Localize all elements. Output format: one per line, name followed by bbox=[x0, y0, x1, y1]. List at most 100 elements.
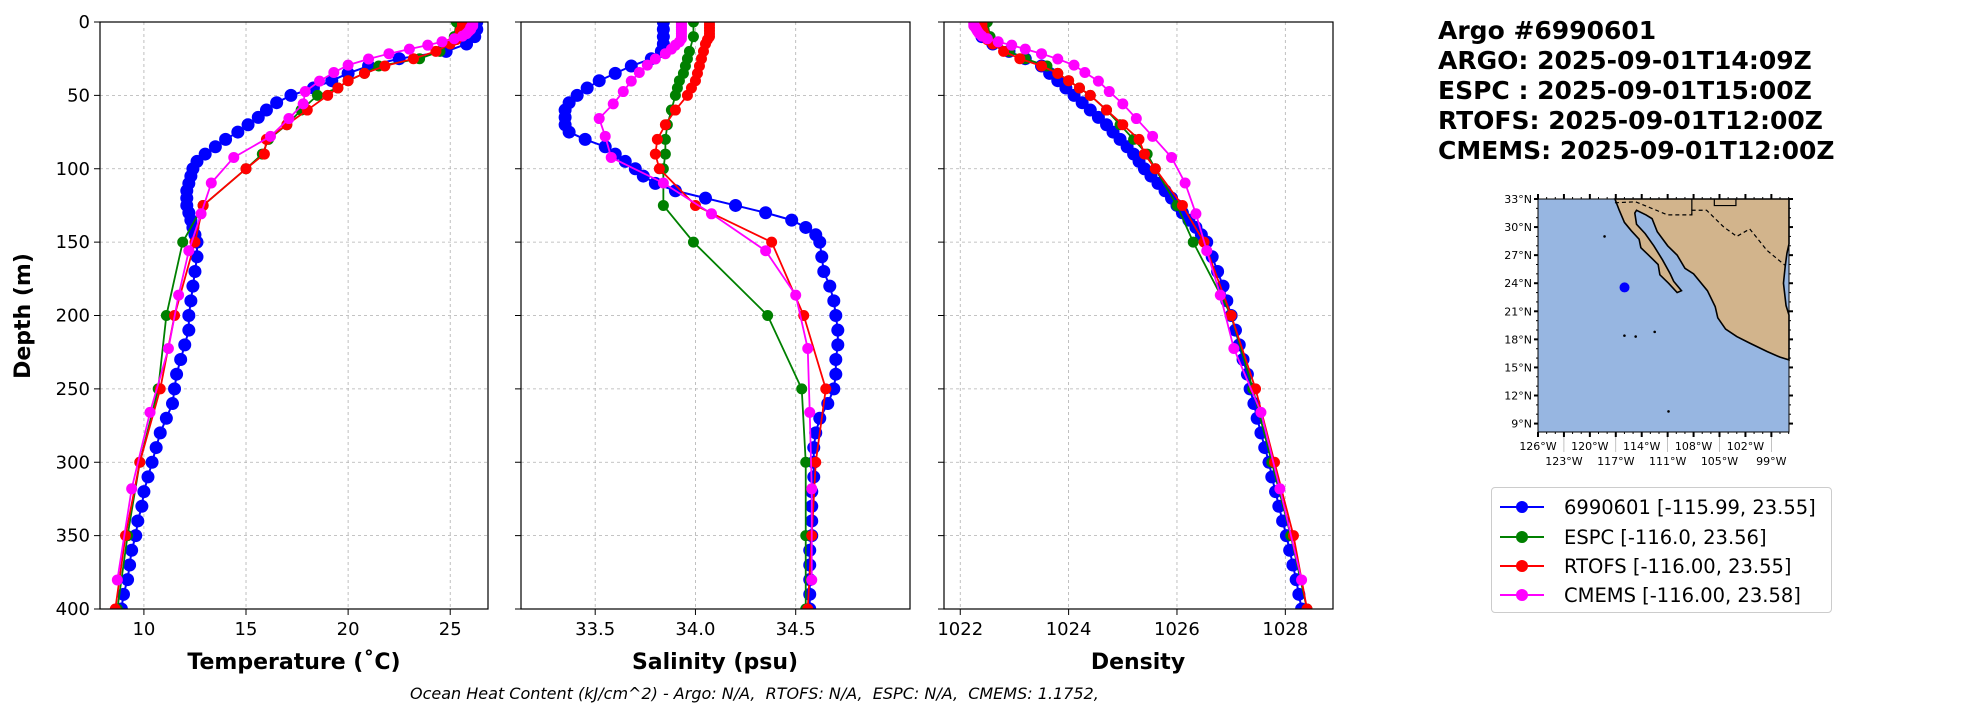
title-cmems-time: CMEMS: 2025-09-01T12:00Z bbox=[1438, 136, 1835, 165]
title-rtofs-time: RTOFS: 2025-09-01T12:00Z bbox=[1438, 106, 1823, 135]
data-point-cmems bbox=[1166, 151, 1178, 163]
map-lat-label: 27°N bbox=[1504, 249, 1532, 262]
legend-label: ESPC [-116.0, 23.56] bbox=[1564, 525, 1767, 549]
legend-item-espc: ESPC [-116.0, 23.56] bbox=[1500, 522, 1767, 552]
x-axis-label-temperature: Temperature (˚C) bbox=[187, 650, 400, 675]
title-float-id: Argo #6990601 bbox=[1438, 16, 1657, 45]
data-point-6990601 bbox=[608, 66, 622, 80]
data-point-6990601 bbox=[759, 206, 773, 220]
data-point-6990601 bbox=[817, 264, 831, 278]
map-lat-label: 33°N bbox=[1504, 193, 1532, 206]
y-tick-label: 100 bbox=[56, 159, 90, 180]
data-point-rtofs bbox=[342, 75, 354, 87]
map-lon-label: 126°W bbox=[1519, 440, 1556, 453]
series-line-cmems bbox=[116, 22, 474, 581]
data-point-rtofs bbox=[1138, 148, 1150, 160]
legend: 6990601 [-115.99, 23.55] ESPC [-116.0, 2… bbox=[1491, 487, 1832, 613]
map-lon-label: 105°W bbox=[1701, 455, 1738, 468]
data-point-espc bbox=[669, 89, 681, 101]
map-island bbox=[1667, 410, 1670, 413]
legend-marker-icon bbox=[1500, 551, 1544, 581]
data-point-cmems bbox=[342, 59, 354, 71]
x-tick-label: 33.5 bbox=[575, 619, 615, 640]
data-point-6990601 bbox=[190, 250, 204, 264]
data-point-6990601 bbox=[131, 514, 145, 528]
data-point-espc bbox=[687, 236, 699, 248]
data-point-rtofs bbox=[120, 530, 132, 542]
data-point-6990601 bbox=[831, 338, 845, 352]
data-point-cmems bbox=[641, 59, 653, 71]
data-point-cmems bbox=[1296, 574, 1308, 586]
data-point-rtofs bbox=[681, 89, 693, 101]
data-point-rtofs bbox=[240, 163, 252, 175]
data-point-6990601 bbox=[831, 323, 845, 337]
data-point-cmems bbox=[1079, 66, 1091, 78]
data-point-6990601 bbox=[184, 294, 198, 308]
data-point-rtofs bbox=[1052, 67, 1064, 79]
data-point-cmems bbox=[593, 113, 605, 125]
data-point-6990601 bbox=[592, 74, 606, 88]
data-point-cmems bbox=[265, 130, 277, 142]
x-tick-label: 34.5 bbox=[776, 619, 816, 640]
data-point-cmems bbox=[760, 245, 772, 257]
y-tick-label: 300 bbox=[56, 452, 90, 473]
data-point-cmems bbox=[599, 130, 611, 142]
map-lat-label: 9°N bbox=[1511, 418, 1532, 431]
data-point-6990601 bbox=[827, 382, 841, 396]
data-point-6990601 bbox=[165, 397, 179, 411]
data-point-rtofs bbox=[379, 60, 391, 72]
y-axis-label: Depth (m) bbox=[11, 253, 36, 379]
map-frame bbox=[1537, 198, 1790, 433]
y-tick-label: 200 bbox=[56, 306, 90, 327]
data-point-cmems bbox=[790, 289, 802, 301]
x-tick-label: 15 bbox=[235, 619, 258, 640]
map-lon-label: 99°W bbox=[1756, 455, 1786, 468]
data-point-cmems bbox=[802, 343, 814, 355]
data-point-cmems bbox=[617, 86, 629, 98]
data-point-6990601 bbox=[159, 411, 173, 425]
data-point-6990601 bbox=[580, 81, 594, 95]
y-tick-label: 0 bbox=[79, 12, 90, 33]
map-lon-label: 123°W bbox=[1545, 455, 1582, 468]
map-border bbox=[1614, 201, 1786, 266]
data-point-rtofs bbox=[430, 45, 442, 57]
data-point-6990601 bbox=[829, 309, 843, 322]
data-point-6990601 bbox=[624, 59, 638, 73]
data-point-cmems bbox=[1147, 130, 1159, 142]
data-point-cmems bbox=[314, 75, 326, 87]
data-point-cmems bbox=[1092, 75, 1104, 87]
data-point-cmems bbox=[1036, 48, 1048, 60]
data-point-6990601 bbox=[270, 96, 284, 110]
series-group bbox=[109, 22, 484, 609]
map-island bbox=[1603, 235, 1606, 238]
x-tick-label: 20 bbox=[337, 619, 360, 640]
data-point-espc bbox=[311, 89, 323, 101]
data-point-rtofs bbox=[651, 133, 663, 145]
data-point-cmems bbox=[328, 66, 340, 78]
data-point-cmems bbox=[195, 208, 207, 220]
data-point-rtofs bbox=[1014, 53, 1026, 65]
data-point-cmems bbox=[625, 75, 637, 87]
location-map: 9°N 12°N 15°N 18°N 21°N 24°N 27°N 30°N 33°N 126°W… bbox=[1504, 193, 1793, 468]
data-point-rtofs bbox=[1063, 75, 1075, 87]
data-point-6990601 bbox=[178, 338, 192, 352]
data-point-rtofs bbox=[659, 119, 671, 131]
data-point-cmems bbox=[126, 483, 138, 495]
x-tick-label: 1026 bbox=[1154, 619, 1200, 640]
series-line-cmems bbox=[972, 22, 1303, 581]
series-group bbox=[558, 22, 845, 609]
data-point-cmems bbox=[173, 289, 185, 301]
data-point-cmems bbox=[1052, 53, 1064, 65]
panel-salinity: 33.5 34.0 34.5 bbox=[515, 21, 911, 640]
data-point-cmems bbox=[205, 177, 217, 189]
data-point-6990601 bbox=[231, 125, 245, 139]
map-lon-label: 120°W bbox=[1571, 440, 1608, 453]
data-point-cmems bbox=[436, 36, 448, 48]
x-tick-label: 1024 bbox=[1046, 619, 1092, 640]
data-point-cmems bbox=[705, 208, 717, 220]
data-point-6990601 bbox=[636, 169, 650, 183]
data-point-6990601 bbox=[813, 411, 827, 425]
data-point-6990601 bbox=[149, 441, 163, 455]
